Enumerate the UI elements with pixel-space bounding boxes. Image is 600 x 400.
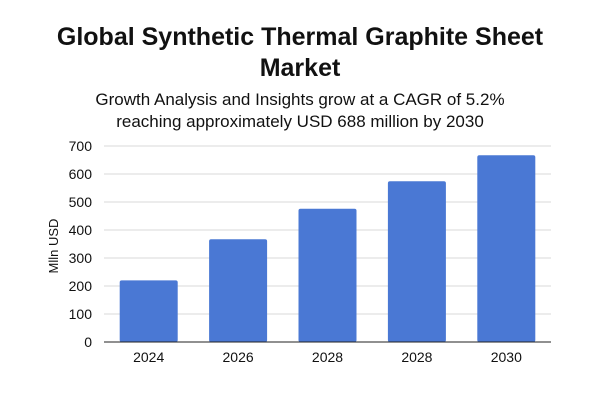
bar-4 — [477, 155, 536, 342]
x-tick-label: 2024 — [133, 349, 164, 365]
x-tick-label: 2030 — [491, 349, 522, 365]
y-tick-label: 200 — [69, 278, 93, 294]
y-tick-label: 100 — [69, 306, 93, 322]
chart-title: Global Synthetic Thermal Graphite Sheet … — [56, 23, 544, 82]
y-axis-ticks: 0 100 200 300 400 500 600 700 — [69, 138, 93, 350]
subtitle-line-2: reaching approximately USD 688 million b… — [116, 112, 484, 131]
y-tick-label: 600 — [69, 166, 93, 182]
x-tick-label: 2028 — [401, 349, 432, 365]
bar-3 — [387, 181, 446, 342]
x-axis-ticks: 2024 2026 2028 2028 2030 — [133, 349, 522, 365]
x-tick-label: 2026 — [223, 349, 254, 365]
y-tick-label: 0 — [84, 334, 92, 350]
y-axis-label: Mlln USD — [46, 219, 61, 274]
y-tick-label: 400 — [69, 222, 93, 238]
y-tick-label: 700 — [69, 138, 93, 154]
chart-subtitle: Growth Analysis and Insights grow at a C… — [40, 89, 560, 133]
x-tick-label: 2028 — [312, 349, 343, 365]
y-tick-label: 300 — [69, 250, 93, 266]
bar-0 — [119, 280, 178, 342]
bar-1 — [209, 239, 268, 342]
bar-2 — [298, 208, 357, 342]
subtitle-line-1: Growth Analysis and Insights grow at a C… — [95, 90, 505, 109]
bars — [119, 155, 536, 342]
y-tick-label: 500 — [69, 194, 93, 210]
